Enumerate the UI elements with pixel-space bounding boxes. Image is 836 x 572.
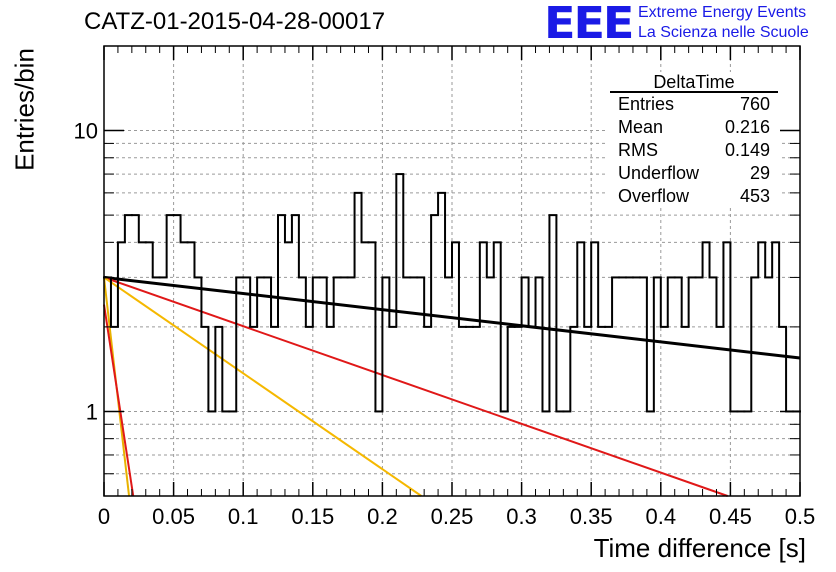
y-tick-label: 1 — [86, 399, 98, 424]
x-tick-label: 0.25 — [431, 504, 474, 529]
grid-layer — [104, 46, 800, 496]
logo-line-1: Extreme Energy Events — [638, 4, 807, 21]
x-tick-label: 0.15 — [291, 504, 334, 529]
eee-logo-mark: EEE — [544, 0, 634, 49]
stats-rms-label: RMS — [618, 140, 658, 160]
histogram-layer — [103, 173, 801, 413]
x-tick-label: 0.05 — [152, 504, 195, 529]
stats-underflow-value: 29 — [750, 163, 770, 183]
stats-overflow-label: Overflow — [618, 186, 690, 206]
stats-mean-value: 0.216 — [725, 117, 770, 137]
stats-box-background — [608, 72, 780, 206]
x-tick-label: 0.45 — [709, 504, 752, 529]
stats-entries-label: Entries — [618, 94, 674, 114]
x-tick-label: 0.1 — [228, 504, 259, 529]
stats-rms-value: 0.149 — [725, 140, 770, 160]
logo-line-2: La Scienza nelle Scuole — [638, 24, 809, 41]
stats-box: DeltaTime Entries 760 Mean 0.216 RMS 0.1… — [608, 72, 780, 206]
stats-entries-value: 760 — [740, 94, 770, 114]
stats-underflow-label: Underflow — [618, 163, 700, 183]
fit-line-0 — [103, 275, 801, 360]
x-tick-label: 0 — [98, 504, 110, 529]
fit-lines-layer — [103, 275, 801, 497]
fit-line-2 — [103, 276, 422, 497]
fit-line-1 — [103, 276, 728, 497]
stats-title: DeltaTime — [653, 72, 734, 92]
x-tick-label: 0.2 — [367, 504, 398, 529]
y-tick-label: 10 — [74, 119, 98, 144]
stats-mean-label: Mean — [618, 117, 663, 137]
axis-layer: 0 0.05 0.1 0.15 0.2 0.25 0.3 0.35 0.4 0.45 0.5 1 10 — [74, 45, 816, 529]
fit-line-4 — [103, 304, 135, 497]
x-tick-label: 0.3 — [506, 504, 537, 529]
run-title: CATZ-01-2015-04-28-00017 — [84, 8, 386, 35]
x-tick-label: 0.5 — [785, 504, 816, 529]
x-tick-label: 0.4 — [646, 504, 677, 529]
stats-overflow-value: 453 — [740, 186, 770, 206]
x-axis-label: Time difference [s] — [593, 533, 806, 563]
x-tick-label: 0.35 — [570, 504, 613, 529]
